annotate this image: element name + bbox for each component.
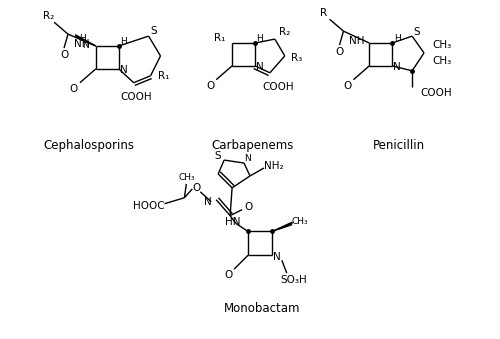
Text: R₂: R₂: [279, 27, 290, 37]
Text: N: N: [256, 62, 264, 72]
Text: Monobactam: Monobactam: [224, 302, 300, 315]
Text: N: N: [204, 197, 212, 207]
Text: COOH: COOH: [420, 88, 452, 98]
Text: N: N: [120, 65, 128, 75]
Text: R₁: R₁: [214, 33, 226, 43]
Text: H: H: [80, 34, 86, 43]
Text: CH₃: CH₃: [292, 217, 308, 226]
Text: O: O: [206, 81, 214, 91]
Text: SO₃H: SO₃H: [280, 275, 307, 285]
Text: CH₃: CH₃: [178, 174, 194, 182]
Text: HOOC: HOOC: [133, 201, 164, 211]
Text: NH: NH: [348, 36, 364, 46]
Polygon shape: [76, 35, 96, 46]
Text: H: H: [120, 37, 127, 45]
Text: HN: HN: [226, 217, 241, 226]
Text: O: O: [344, 81, 351, 91]
Text: NH₂: NH₂: [264, 161, 283, 171]
Text: R₁: R₁: [158, 71, 169, 81]
Text: O: O: [244, 202, 252, 212]
Text: R₃: R₃: [291, 53, 302, 63]
Text: H: H: [256, 34, 264, 43]
Text: Penicillin: Penicillin: [373, 139, 425, 152]
Text: O: O: [224, 270, 232, 280]
Text: S: S: [150, 26, 157, 36]
Text: S: S: [215, 151, 222, 161]
Text: O: O: [70, 84, 78, 94]
Text: N: N: [394, 62, 401, 72]
Text: R₂: R₂: [42, 11, 54, 21]
Text: COOH: COOH: [262, 82, 294, 92]
Text: Carbapenems: Carbapenems: [212, 139, 294, 152]
Polygon shape: [272, 222, 292, 232]
Text: COOH: COOH: [121, 92, 152, 102]
Text: CH₃: CH₃: [432, 56, 452, 66]
Text: N: N: [244, 154, 250, 163]
Text: Cephalosporins: Cephalosporins: [44, 139, 134, 152]
Text: H: H: [394, 34, 400, 43]
Text: NH: NH: [74, 39, 90, 49]
Text: N: N: [273, 252, 280, 262]
Text: O: O: [192, 183, 200, 193]
Text: CH₃: CH₃: [432, 40, 452, 50]
Text: O: O: [60, 50, 68, 60]
Text: O: O: [336, 47, 344, 57]
Text: N: N: [82, 41, 89, 49]
Text: R: R: [320, 8, 327, 18]
Text: S: S: [414, 27, 420, 37]
